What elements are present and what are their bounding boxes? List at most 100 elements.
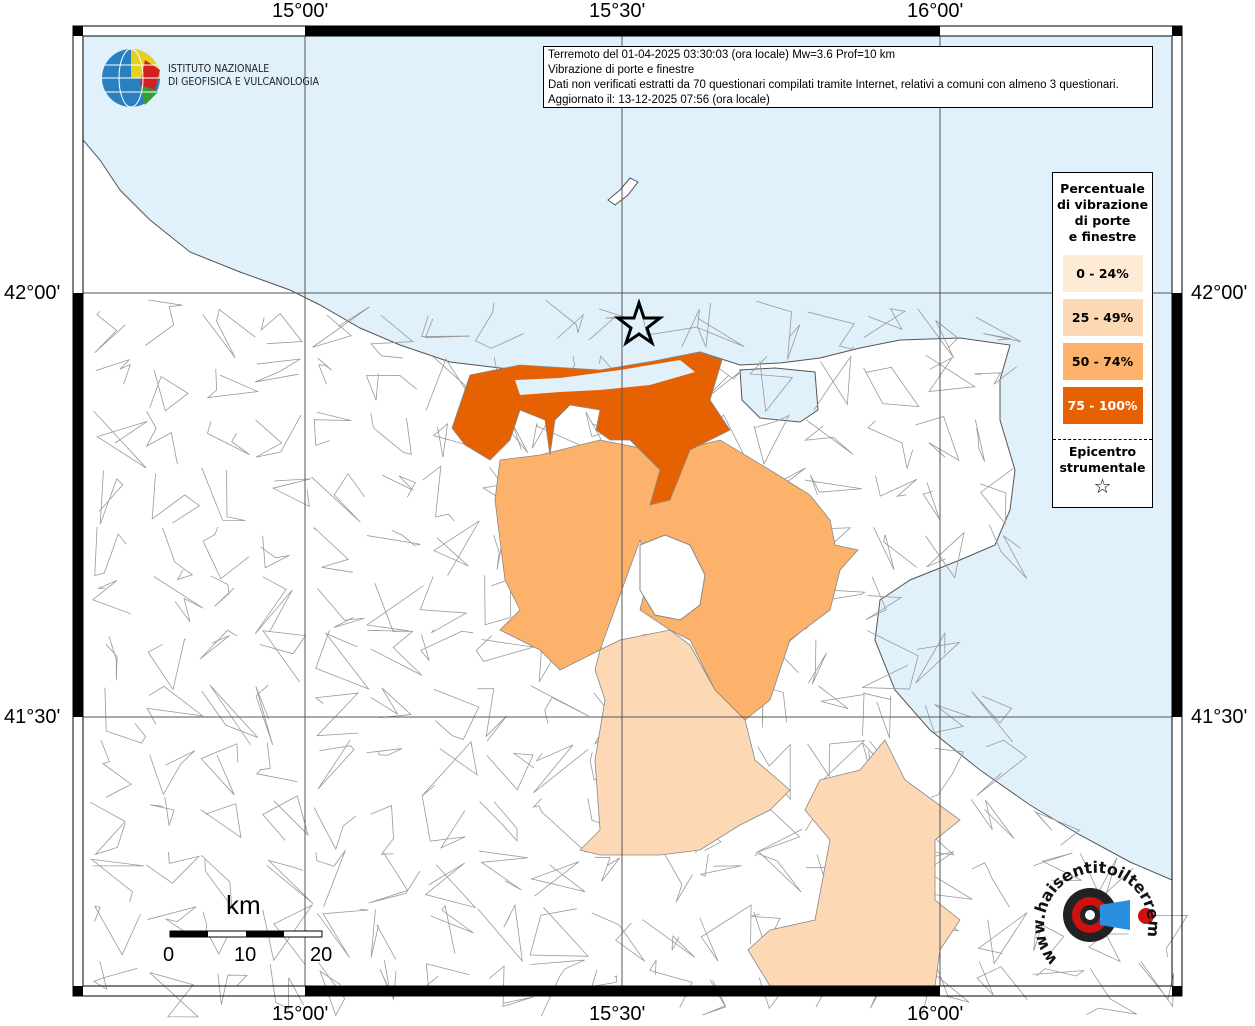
municipal-boundary: [808, 639, 827, 685]
municipal-boundary: [316, 587, 365, 628]
municipal-boundary: [973, 366, 1017, 385]
municipal-boundary: [1033, 810, 1081, 846]
municipal-boundary: [749, 356, 794, 413]
municipal-boundary: [433, 520, 480, 576]
municipal-boundary: [269, 964, 304, 1010]
municipal-boundary: [432, 422, 473, 458]
lat-tick-left: 42°00': [4, 282, 61, 304]
municipal-boundary: [260, 535, 290, 569]
municipal-boundary: [200, 743, 239, 796]
municipal-boundary: [92, 960, 138, 991]
ingv-logo-text: ISTITUTO NAZIONALE DI GEOFISICA E VULCAN…: [168, 63, 319, 89]
municipal-boundary: [477, 903, 523, 963]
scale-label: 10: [234, 944, 257, 966]
municipal-boundary: [370, 687, 412, 719]
municipal-boundary: [479, 801, 518, 842]
municipal-boundary: [317, 357, 332, 385]
municipal-boundary: [255, 414, 302, 458]
municipal-boundary: [317, 739, 355, 790]
municipal-boundary: [924, 704, 971, 734]
municipal-boundary: [202, 911, 228, 955]
lon-tick-bottom: 16°00': [907, 1003, 964, 1025]
municipal-boundary: [753, 414, 790, 466]
municipal-boundary: [484, 575, 512, 626]
watermark-arc-text: www.haisentitoilterremoto.it: [1030, 850, 1164, 969]
legend-title: Percentuale di vibrazione di porte e fin…: [1053, 181, 1152, 245]
municipal-boundary: [94, 310, 126, 354]
municipal-boundary: [312, 306, 370, 348]
municipal-boundary: [147, 638, 186, 691]
municipal-boundary: [314, 692, 360, 737]
legend-divider: [1053, 439, 1152, 440]
municipal-boundary: [865, 576, 903, 621]
municipal-boundary: [529, 906, 590, 957]
municipal-boundary: [210, 575, 235, 607]
municipal-boundary: [94, 905, 141, 956]
municipal-boundary: [105, 636, 118, 681]
municipal-boundary: [917, 308, 959, 359]
lon-tick-top: 16°00': [907, 0, 964, 22]
municipal-boundary: [754, 851, 802, 893]
legend: Percentuale di vibrazione di porte e fin…: [1052, 172, 1153, 508]
municipal-boundary: [365, 373, 417, 401]
municipal-boundary: [311, 473, 365, 523]
municipal-boundary: [421, 795, 466, 849]
municipal-boundary: [750, 911, 781, 949]
updated-note: Aggiornato il: 13-12-2025 07:56 (ora loc…: [548, 94, 770, 106]
municipal-boundary: [591, 912, 645, 962]
municipal-boundary: [150, 796, 175, 826]
legend-class-0-24: 0 - 24%: [1062, 255, 1143, 292]
municipal-boundary: [977, 912, 1028, 965]
event-subtitle: Vibrazione di porte e finestre: [548, 64, 695, 76]
municipal-boundary: [1143, 914, 1189, 958]
municipal-boundary: [266, 859, 314, 904]
municipal-boundary: [199, 629, 238, 660]
municipal-boundary: [594, 856, 621, 882]
region-25-49-a: [579, 629, 791, 856]
municipal-boundary: [975, 316, 1022, 343]
municipal-boundary: [146, 685, 205, 725]
municipal-boundary: [699, 854, 742, 877]
legend-epicenter-line: strumentale: [1059, 460, 1146, 475]
municipal-boundary: [430, 904, 474, 954]
legend-star-icon: ☆: [1093, 474, 1112, 498]
municipal-boundary: [475, 635, 534, 662]
legend-class-25-49: 25 - 49%: [1062, 299, 1143, 336]
lagoon-varano: [515, 360, 695, 395]
legend-epicenter-line: Epicentro: [1068, 444, 1137, 459]
municipal-boundary: [149, 750, 196, 796]
municipal-boundary: [588, 308, 629, 341]
municipal-boundary: [202, 526, 250, 580]
municipal-boundary: [699, 904, 752, 962]
svg-text:www.haisentitoilterremoto.it: www.haisentitoilterremoto.it: [1030, 850, 1164, 969]
lon-tick-top: 15°30': [589, 0, 646, 22]
municipal-boundary: [931, 747, 964, 798]
logo-line-1: ISTITUTO NAZIONALE: [168, 63, 270, 75]
municipal-boundary: [366, 748, 403, 756]
lon-tick-bottom: 15°30': [589, 1003, 646, 1025]
scale-label: 0: [163, 944, 175, 966]
municipal-boundary: [915, 631, 961, 684]
municipal-boundary: [145, 851, 201, 884]
ingv-logo-icon: [102, 48, 160, 108]
municipal-boundary: [206, 369, 260, 399]
municipal-boundary: [149, 369, 189, 412]
municipal-boundary: [1087, 906, 1129, 963]
municipal-boundary: [422, 465, 455, 522]
municipal-boundary: [254, 576, 293, 634]
municipal-boundary: [533, 744, 589, 794]
municipal-boundary: [313, 807, 357, 851]
municipal-boundary: [200, 854, 233, 908]
legend-epicenter: Epicentro strumentale ☆: [1053, 444, 1152, 498]
legend-title-line: e finestre: [1068, 229, 1137, 244]
lon-tick-top: 15°00': [272, 0, 329, 22]
municipal-boundary: [545, 300, 585, 339]
municipal-boundary: [530, 861, 586, 897]
municipal-boundary: [95, 359, 131, 385]
lat-tick-right: 42°00': [1191, 282, 1248, 304]
municipal-boundary: [162, 528, 194, 581]
municipal-boundary: [756, 300, 801, 360]
municipal-boundary: [92, 580, 131, 615]
municipal-boundary: [370, 909, 397, 960]
